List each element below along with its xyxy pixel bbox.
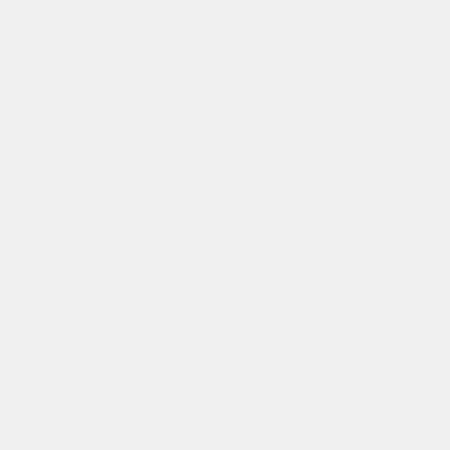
word-cloud xyxy=(0,0,450,450)
